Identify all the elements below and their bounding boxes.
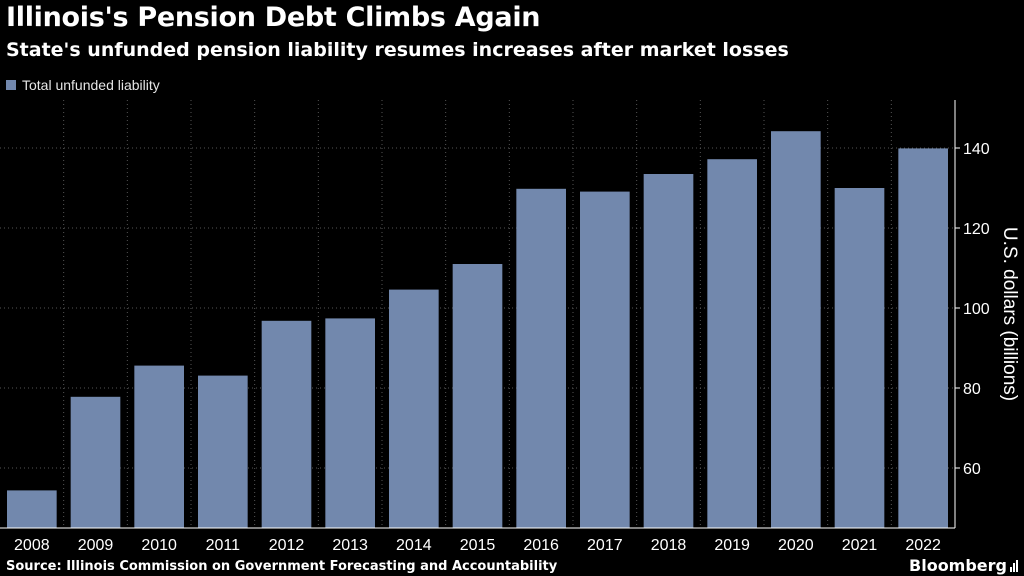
chart-subtitle: State's unfunded pension liability resum… bbox=[6, 39, 789, 61]
x-tick-label: 2011 bbox=[206, 537, 241, 554]
y-axis-title: U.S. dollars (billions) bbox=[999, 227, 1020, 401]
y-tick-label: 80 bbox=[963, 381, 981, 398]
bar bbox=[389, 289, 439, 528]
bar bbox=[325, 318, 375, 528]
y-tick-label: 60 bbox=[963, 461, 981, 478]
x-tick-label: 2021 bbox=[842, 537, 878, 554]
bar bbox=[834, 188, 885, 528]
brand-logo: Bloomberg bbox=[909, 556, 1018, 575]
x-tick-label: 2014 bbox=[396, 537, 432, 554]
source-note: Source: Illinois Commission on Governmen… bbox=[6, 559, 558, 574]
x-tick-label: 2018 bbox=[651, 537, 687, 554]
y-tick-label: 100 bbox=[963, 301, 990, 318]
x-tick-label: 2012 bbox=[269, 537, 305, 554]
x-tick-label: 2010 bbox=[141, 537, 177, 554]
legend: Total unfunded liability bbox=[6, 77, 160, 93]
bar bbox=[198, 375, 248, 528]
y-tick-label: 120 bbox=[963, 221, 990, 238]
bar bbox=[516, 188, 566, 529]
y-tick-label: 140 bbox=[963, 141, 990, 158]
bar bbox=[580, 191, 630, 528]
bloomberg-bars-icon bbox=[1010, 559, 1018, 572]
x-tick-label: 2017 bbox=[587, 537, 623, 554]
x-tick-label: 2020 bbox=[778, 537, 814, 554]
legend-label: Total unfunded liability bbox=[22, 77, 160, 93]
x-tick-label: 2008 bbox=[14, 537, 50, 554]
x-tick-label: 2022 bbox=[905, 537, 941, 554]
chart-title: Illinois's Pension Debt Climbs Again bbox=[6, 2, 541, 33]
brand-name: Bloomberg bbox=[909, 556, 1007, 575]
legend-swatch bbox=[6, 80, 16, 90]
bar bbox=[707, 159, 757, 528]
bar bbox=[452, 264, 503, 528]
bar bbox=[7, 490, 57, 528]
x-tick-label: 2015 bbox=[460, 537, 496, 554]
bar bbox=[643, 174, 694, 528]
bar bbox=[261, 320, 312, 528]
bar bbox=[70, 396, 121, 528]
bar bbox=[771, 131, 821, 528]
x-tick-label: 2019 bbox=[714, 537, 750, 554]
x-tick-label: 2016 bbox=[523, 537, 559, 554]
x-tick-label: 2009 bbox=[78, 537, 114, 554]
x-tick-label: 2013 bbox=[332, 537, 368, 554]
bar bbox=[898, 148, 948, 528]
bar bbox=[134, 365, 184, 528]
